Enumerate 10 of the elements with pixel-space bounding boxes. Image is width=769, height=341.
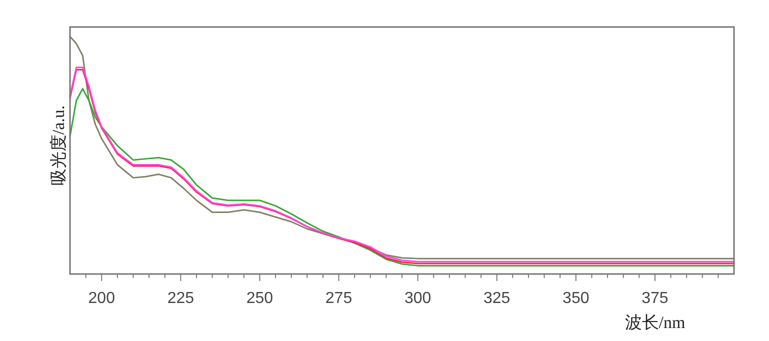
x-tick-label: 275 bbox=[325, 290, 352, 307]
x-axis-title: 波长/nm bbox=[624, 313, 686, 332]
x-tick-label: 375 bbox=[642, 290, 668, 307]
x-tick-label: 225 bbox=[167, 290, 194, 307]
x-tick-label: 300 bbox=[404, 290, 432, 307]
x-tick-label: 250 bbox=[246, 290, 274, 307]
x-tick-label: 350 bbox=[562, 290, 590, 307]
x-tick-label: 325 bbox=[484, 290, 510, 307]
x-tick-label: 200 bbox=[88, 290, 116, 307]
y-axis-title: 吸光度/a.u. bbox=[49, 105, 68, 186]
